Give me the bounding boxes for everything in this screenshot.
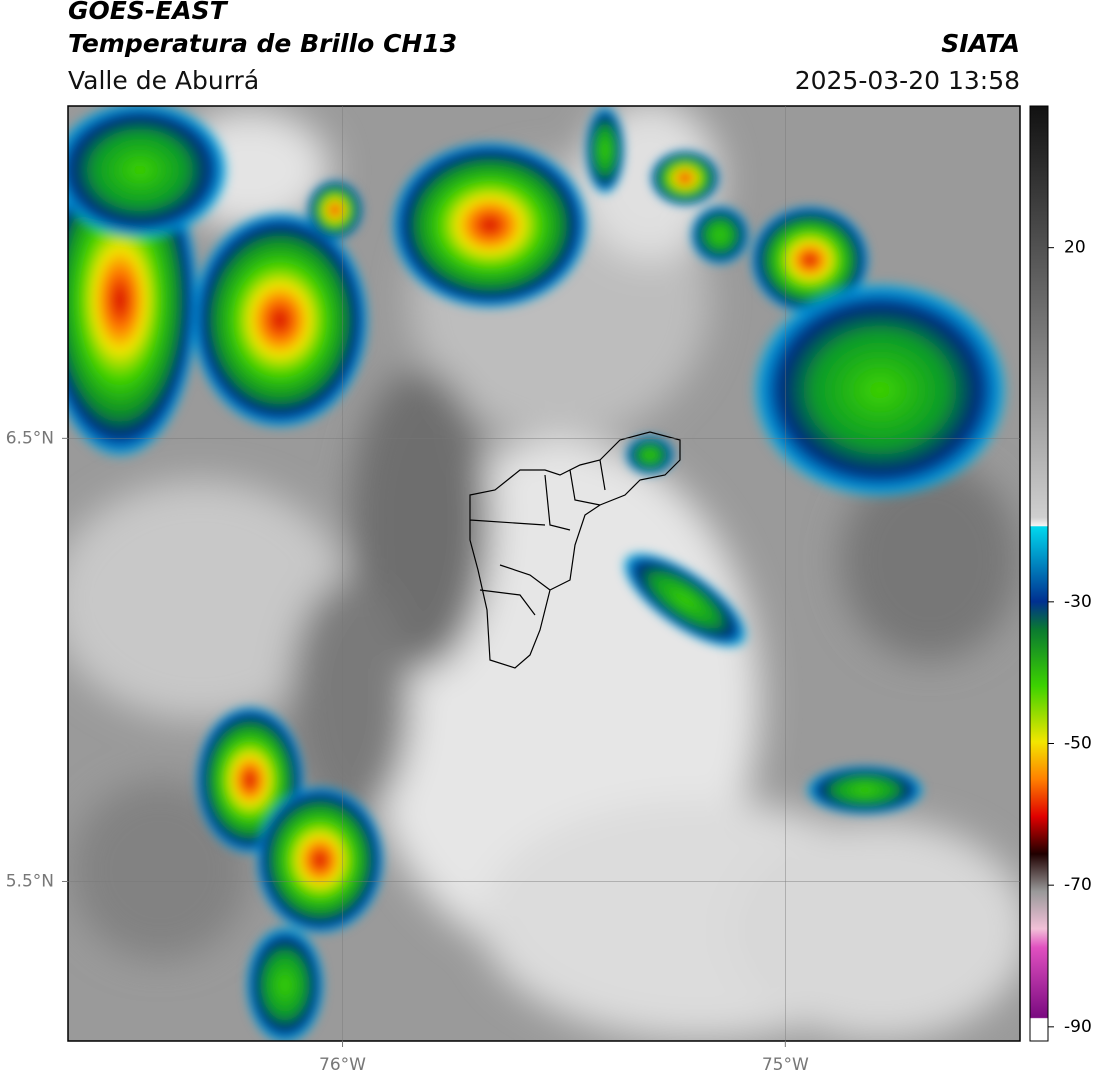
subtitle: Temperatura de Brillo CH13 — [68, 29, 457, 58]
source: SIATA — [941, 29, 1020, 58]
map-frame — [67, 105, 1021, 1042]
satellite-image — [68, 106, 1020, 1041]
colorbar-tick-label: -70 — [1064, 875, 1092, 895]
y-tick-label: 6.5°N — [6, 428, 54, 448]
title: GOES-EAST — [68, 0, 229, 25]
colorbar-tick-label: -50 — [1064, 734, 1092, 754]
y-tick-label: 5.5°N — [6, 871, 54, 891]
region: Valle de Aburrá — [68, 66, 259, 95]
datetime: 2025-03-20 13:58 — [795, 66, 1020, 95]
x-tick-label: 75°W — [762, 1055, 809, 1075]
colorbar-tick-label: -90 — [1064, 1017, 1092, 1037]
colorbar-tick-label: -30 — [1064, 592, 1092, 612]
colorbar-tick-label: 20 — [1064, 238, 1086, 258]
x-tick-label: 76°W — [319, 1055, 366, 1075]
colorbar — [1029, 105, 1049, 1042]
